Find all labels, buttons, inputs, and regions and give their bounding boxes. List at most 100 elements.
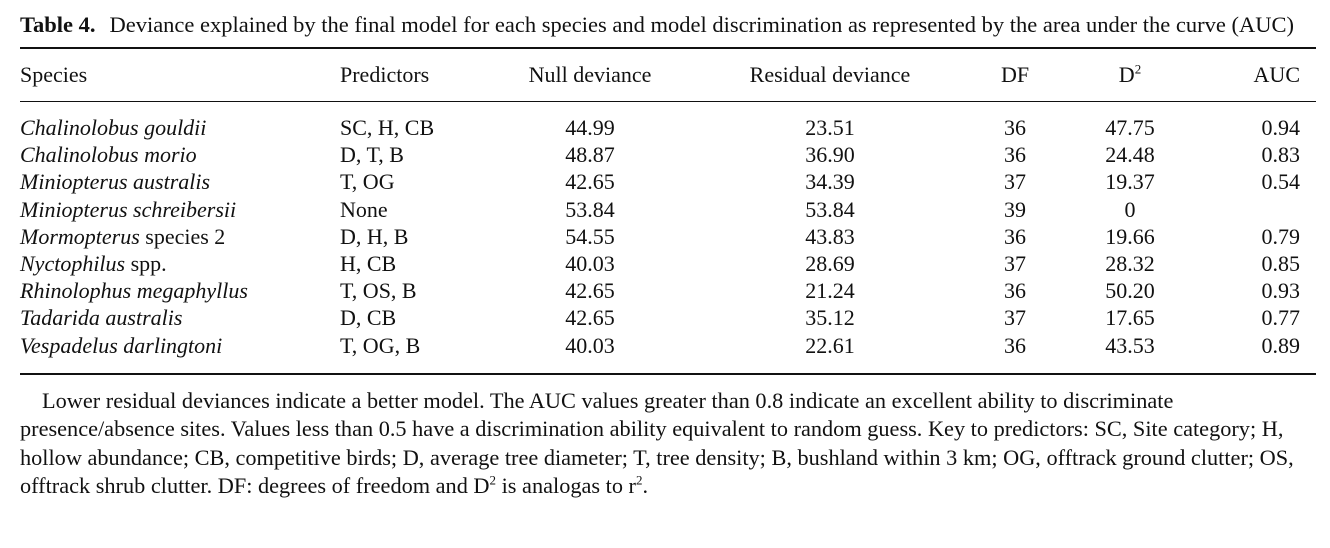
table-row: Rhinolophus megaphyllus T, OS, B 42.65 21.2… (20, 277, 1300, 304)
residual-deviance-cell: 53.84 (805, 196, 855, 222)
auc-cell (1190, 196, 1300, 223)
species-cell: Nyctophilus spp. (20, 250, 320, 277)
d2-cell: 24.48 (1105, 142, 1155, 168)
table-row: Tadarida australis D, CB 42.65 35.12 37 17.65… (20, 304, 1300, 331)
species-name-italic: Nyctophilus (20, 251, 126, 277)
header-null-deviance: Null deviance (528, 62, 652, 87)
table-footnote: Lower residual deviances indicate a bett… (20, 387, 1316, 501)
d2-cell: 47.75 (1105, 115, 1155, 141)
deviance-table: Species Predictors Null deviance Residua… (20, 49, 1300, 101)
species-name-italic: Miniopterus australis (20, 169, 211, 195)
predictors-cell: T, OS, B (340, 278, 417, 304)
footnote-text-2: is analogas to r (496, 473, 636, 499)
residual-deviance-cell: 28.69 (805, 251, 855, 277)
species-cell: Chalinolobus gouldii (20, 114, 320, 141)
null-deviance-cell: 40.03 (565, 332, 615, 358)
header-species: Species (20, 62, 88, 87)
residual-deviance-cell: 36.90 (805, 142, 855, 168)
species-name-italic: Vespadelus darlingtoni (20, 332, 223, 358)
table-row: Chalinolobus morio D, T, B 48.87 36.90 36 24.… (20, 141, 1300, 168)
species-name-italic: Chalinolobus gouldii (20, 115, 207, 141)
header-d2: D2 (1070, 49, 1190, 101)
d2-cell: 19.37 (1105, 169, 1155, 195)
table-row: Chalinolobus gouldii SC, H, CB 44.99 23.51 3… (20, 114, 1300, 141)
df-cell: 36 (1004, 332, 1026, 358)
header-auc: AUC (1253, 62, 1300, 87)
predictors-cell: H, CB (340, 251, 397, 277)
species-cell: Miniopterus australis (20, 168, 320, 195)
footnote-text-3: . (642, 473, 649, 499)
species-name-italic: Rhinolophus megaphyllus (20, 278, 248, 304)
predictors-cell: T, OG, B (340, 332, 421, 358)
residual-deviance-cell: 35.12 (805, 305, 855, 331)
header-d2-sup: 2 (1134, 61, 1142, 77)
caption-text: Deviance explained by the final model fo… (109, 12, 1294, 37)
null-deviance-cell: 40.03 (565, 251, 615, 277)
auc-cell: 0.89 (1261, 332, 1301, 358)
d2-cell: 43.53 (1105, 332, 1155, 358)
auc-cell: 0.85 (1261, 251, 1301, 277)
null-deviance-cell: 53.84 (565, 196, 615, 222)
species-name-plain: spp. (125, 251, 167, 277)
d2-cell: 0 (1124, 196, 1136, 222)
species-cell: Vespadelus darlingtoni (20, 332, 320, 359)
predictors-cell: D, H, B (340, 223, 409, 249)
auc-cell: 0.77 (1261, 305, 1301, 331)
residual-deviance-cell: 22.61 (805, 332, 855, 358)
header-predictors: Predictors (340, 62, 430, 87)
df-cell: 36 (1004, 223, 1026, 249)
species-cell: Chalinolobus morio (20, 141, 320, 168)
d2-cell: 17.65 (1105, 305, 1155, 331)
residual-deviance-cell: 43.83 (805, 223, 855, 249)
bottom-rule (20, 372, 1316, 375)
top-rule (20, 47, 1316, 49)
predictors-cell: D, T, B (340, 142, 404, 168)
auc-cell: 0.54 (1261, 169, 1301, 195)
species-cell: Rhinolophus megaphyllus (20, 277, 320, 304)
predictors-cell: T, OG (340, 169, 395, 195)
footnote-sup-2: 2 (635, 472, 643, 488)
d2-cell: 50.20 (1105, 278, 1155, 304)
table-document: Table 4. Deviance explained by the final … (20, 0, 1316, 501)
predictors-cell: D, CB (340, 305, 397, 331)
d2-cell: 19.66 (1105, 223, 1155, 249)
df-cell: 36 (1004, 142, 1026, 168)
species-cell: Mormopterus species 2 (20, 223, 320, 250)
null-deviance-cell: 54.55 (565, 223, 615, 249)
species-name-italic: Mormopterus (20, 223, 140, 249)
residual-deviance-cell: 21.24 (805, 278, 855, 304)
predictors-cell: None (340, 196, 388, 222)
auc-cell: 0.83 (1261, 142, 1301, 168)
header-df: DF (1000, 62, 1030, 87)
deviance-table-body: Chalinolobus gouldii SC, H, CB 44.99 23.51 3… (20, 114, 1300, 359)
footnote-text-1: Lower residual deviances indicate a bett… (20, 387, 1294, 499)
species-cell: Tadarida australis (20, 304, 320, 331)
table-row: Vespadelus darlingtoni T, OG, B 40.03 22.61… (20, 332, 1300, 359)
table-row: Mormopterus species 2 D, H, B 54.55 43.83 36… (20, 223, 1300, 250)
df-cell: 37 (1004, 251, 1026, 277)
table-caption: Table 4. Deviance explained by the final … (20, 10, 1316, 39)
species-name-plain: species 2 (139, 223, 226, 249)
footnote-sup-1: 2 (489, 472, 497, 488)
auc-cell: 0.93 (1261, 278, 1301, 304)
null-deviance-cell: 42.65 (565, 305, 615, 331)
residual-deviance-cell: 23.51 (805, 115, 855, 141)
table-row: Nyctophilus spp. H, CB 40.03 28.69 37 28.32 0.… (20, 250, 1300, 277)
auc-cell: 0.94 (1261, 115, 1301, 141)
df-cell: 36 (1004, 115, 1026, 141)
auc-cell: 0.79 (1261, 223, 1301, 249)
null-deviance-cell: 42.65 (565, 278, 615, 304)
species-name-italic: Tadarida australis (20, 305, 183, 331)
null-deviance-cell: 42.65 (565, 169, 615, 195)
header-rule (20, 101, 1316, 102)
predictors-cell: SC, H, CB (340, 115, 435, 141)
df-cell: 37 (1004, 305, 1026, 331)
species-name-italic: Chalinolobus morio (20, 142, 197, 168)
df-cell: 39 (1004, 196, 1026, 222)
species-name-italic: Miniopterus schreibersii (20, 196, 237, 222)
table-number: Table 4. (20, 12, 96, 37)
residual-deviance-cell: 34.39 (805, 169, 855, 195)
null-deviance-cell: 48.87 (565, 142, 615, 168)
header-residual-deviance: Residual deviance (749, 62, 911, 87)
header-d2-base: D (1118, 62, 1135, 87)
